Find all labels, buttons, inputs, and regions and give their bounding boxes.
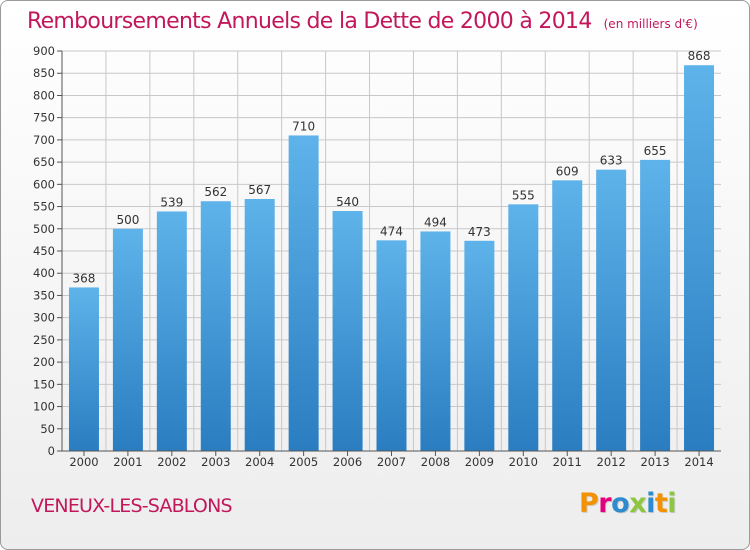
bar-2012[interactable] — [596, 169, 627, 451]
value-label-2001: 500 — [116, 213, 139, 227]
logo-letter: t — [654, 488, 668, 519]
y-tick-label: 250 — [33, 333, 55, 347]
title-text: Remboursements Annuels de la Dette de 20… — [27, 9, 592, 34]
axes: 0 50 100 150 200 250 300 350 400 450 500 550 600 650 7… — [33, 44, 721, 469]
x-tick-label-2005: 2005 — [289, 455, 318, 469]
x-tick-label-2007: 2007 — [377, 455, 406, 469]
logo-letter: P — [579, 488, 599, 519]
town-name: VENEUX-LES-SABLONS — [31, 495, 233, 517]
y-tick-label: 150 — [33, 377, 55, 391]
value-label-2004: 567 — [248, 183, 271, 197]
value-label-2014: 868 — [688, 49, 711, 63]
y-tick-label: 600 — [33, 177, 55, 191]
bar-2004[interactable] — [244, 199, 275, 451]
logo-letter: r — [598, 488, 612, 519]
y-tick-label: 750 — [33, 111, 55, 125]
value-label-2002: 539 — [160, 195, 183, 209]
x-tick-label-2008: 2008 — [421, 455, 450, 469]
bars — [68, 65, 715, 452]
logo-letter: i — [667, 488, 677, 519]
bar-2005[interactable] — [288, 135, 319, 451]
unit-note: (en milliers d'€) — [603, 17, 698, 31]
x-tick-label-2006: 2006 — [333, 455, 362, 469]
bar-2010[interactable] — [508, 204, 539, 451]
value-label-2012: 633 — [600, 154, 623, 168]
y-tick-label: 800 — [33, 88, 55, 102]
chart-title: Remboursements Annuels de la Dette de 20… — [27, 9, 698, 34]
y-tick-label: 50 — [40, 422, 55, 436]
logo-letter: x — [629, 488, 647, 519]
value-label-2013: 655 — [644, 144, 667, 158]
x-tick-label-2010: 2010 — [509, 455, 538, 469]
y-tick-label: 300 — [33, 311, 55, 325]
logo-letter: o — [611, 488, 630, 519]
bar-2001[interactable] — [112, 228, 143, 451]
x-tick-label-2009: 2009 — [465, 455, 494, 469]
x-tick-label-2011: 2011 — [553, 455, 582, 469]
y-tick-label: 900 — [33, 44, 55, 58]
value-label-2011: 609 — [556, 164, 579, 178]
bar-2014[interactable] — [684, 65, 715, 451]
y-tick-label: 550 — [33, 200, 55, 214]
bar-2008[interactable] — [420, 231, 451, 451]
value-label-2009: 473 — [468, 225, 491, 239]
y-tick-label: 650 — [33, 155, 55, 169]
y-tick-label: 700 — [33, 133, 55, 147]
y-tick-label: 350 — [33, 288, 55, 302]
bar-2003[interactable] — [200, 201, 231, 451]
bar-2000[interactable] — [68, 287, 99, 451]
x-tick-label-2002: 2002 — [157, 455, 186, 469]
proxiti-logo[interactable]: Proxiti — [579, 488, 677, 519]
value-label-2000: 368 — [73, 271, 96, 285]
y-tick-label: 500 — [33, 222, 55, 236]
y-tick-label: 850 — [33, 66, 55, 80]
bar-2011[interactable] — [552, 180, 583, 452]
bar-2002[interactable] — [156, 211, 187, 451]
bar-2013[interactable] — [640, 159, 671, 451]
y-tick-label: 100 — [33, 400, 55, 414]
bar-2007[interactable] — [376, 240, 407, 451]
x-tick-label-2014: 2014 — [684, 455, 713, 469]
bar-2009[interactable] — [464, 240, 495, 451]
value-label-2006: 540 — [336, 195, 359, 209]
logo-letter: i — [646, 488, 655, 519]
data-labels: 368 500 539 562 567 710 540 474 494 473 555 609 633 6… — [73, 49, 711, 285]
x-tick-label-2001: 2001 — [113, 455, 142, 469]
value-label-2007: 474 — [380, 224, 403, 238]
value-label-2005: 710 — [292, 119, 315, 133]
value-label-2008: 494 — [424, 215, 447, 229]
y-tick-label: 450 — [33, 244, 55, 258]
x-tick-label-2003: 2003 — [201, 455, 230, 469]
y-tick-label: 200 — [33, 355, 55, 369]
x-tick-label-2013: 2013 — [640, 455, 669, 469]
y-tick-label: 400 — [33, 266, 55, 280]
value-label-2010: 555 — [512, 188, 535, 202]
y-tick-label: 0 — [48, 444, 55, 458]
x-tick-label-2000: 2000 — [69, 455, 98, 469]
x-tick-label-2004: 2004 — [245, 455, 274, 469]
x-tick-label-2012: 2012 — [597, 455, 626, 469]
bar-2006[interactable] — [332, 211, 363, 451]
value-label-2003: 562 — [204, 185, 227, 199]
